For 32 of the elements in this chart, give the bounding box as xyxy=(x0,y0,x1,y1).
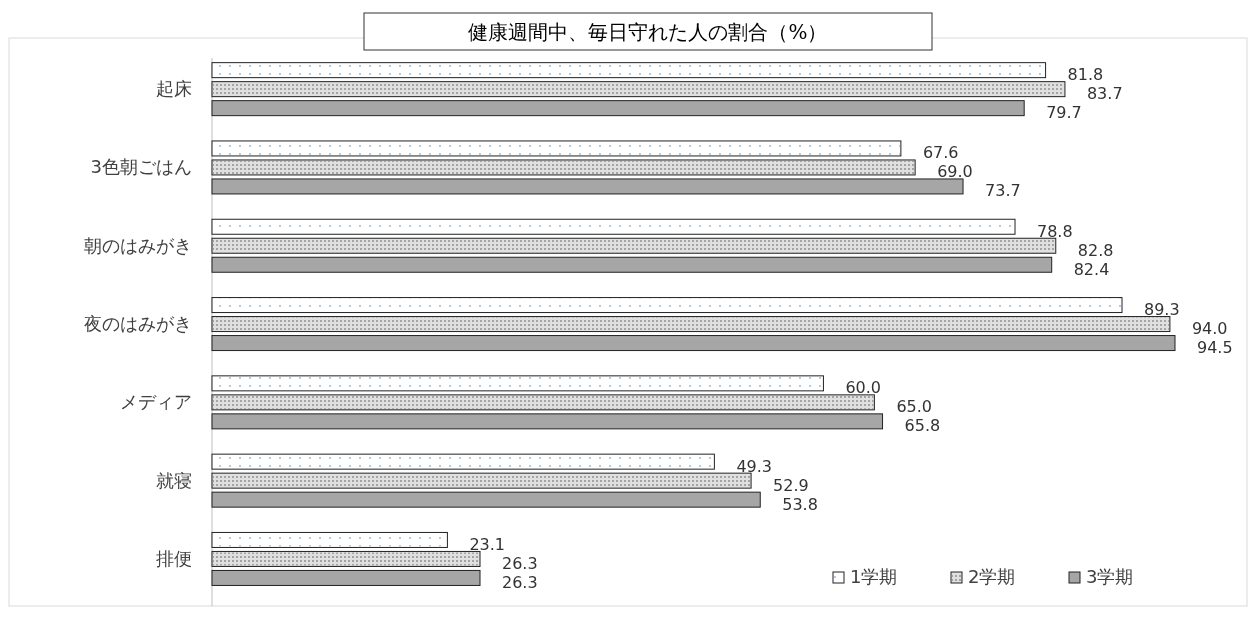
y-tick-label: 排便 xyxy=(156,547,192,569)
data-label: 94.5 xyxy=(1197,338,1233,358)
data-label: 82.8 xyxy=(1077,240,1114,260)
data-label: 79.7 xyxy=(1046,103,1082,123)
data-label: 26.3 xyxy=(502,553,538,573)
data-label: 89.3 xyxy=(1144,300,1180,320)
y-tick-label: 起床 xyxy=(156,78,192,100)
legend-label: 2学期 xyxy=(968,566,1016,587)
data-label: 83.7 xyxy=(1086,84,1123,104)
data-label: 65.0 xyxy=(896,397,933,417)
data-label: 82.4 xyxy=(1073,259,1110,279)
y-tick-label: 夜のはみがき xyxy=(84,313,192,335)
data-label: 49.3 xyxy=(736,456,773,476)
data-label: 67.6 xyxy=(922,143,959,163)
data-label: 81.8 xyxy=(1067,65,1104,85)
y-tick-label: 朝のはみがき xyxy=(84,234,192,256)
legend-label: 3学期 xyxy=(1086,566,1134,587)
y-tick-label: 就寝 xyxy=(156,469,192,491)
data-label: 69.0 xyxy=(937,162,973,182)
legend-label: 1学期 xyxy=(850,566,898,587)
data-label: 60.0 xyxy=(845,378,882,398)
data-label: 26.3 xyxy=(502,572,538,592)
data-label: 78.8 xyxy=(1037,221,1073,241)
data-label: 52.9 xyxy=(773,475,809,495)
data-label: 94.0 xyxy=(1191,319,1228,339)
data-label: 73.7 xyxy=(985,181,1021,201)
data-label: 53.8 xyxy=(782,494,818,514)
data-label: 65.8 xyxy=(904,416,941,436)
data-label: 23.1 xyxy=(469,534,506,554)
y-tick-label: メディア xyxy=(120,391,192,413)
chart-title: 健康週間中、毎日守れた人の割合（%） xyxy=(468,20,828,44)
y-tick-label: 3色朝ごはん xyxy=(90,156,192,178)
